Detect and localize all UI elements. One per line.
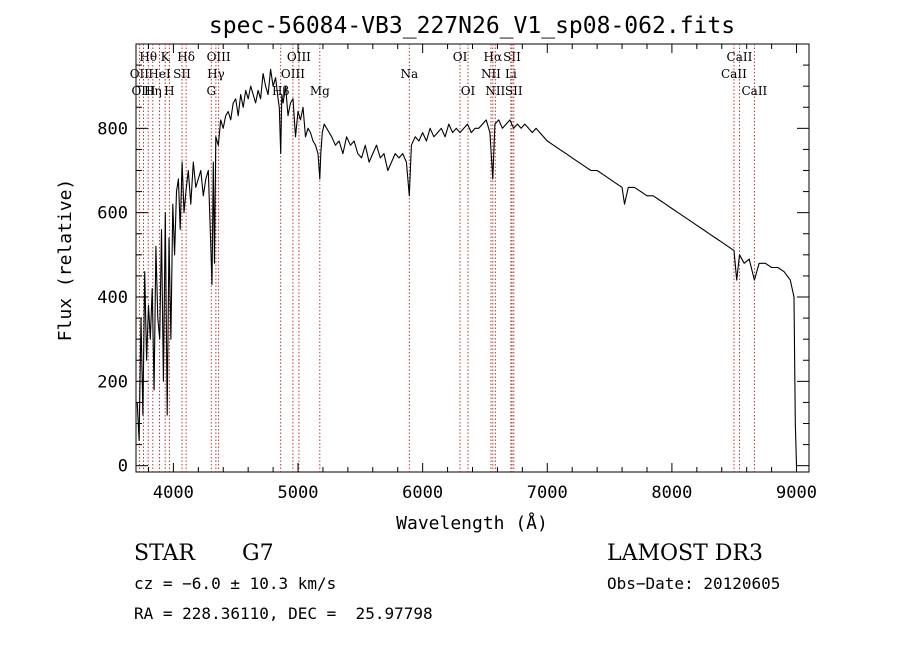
line-marker-label: Na [400, 67, 418, 81]
x-tick-label: 8000 [651, 483, 692, 503]
line-marker-label: Hα [484, 50, 503, 64]
axis-ticks: 4000 5000 6000 7000 8000 9000 0 200 400 600 800 [97, 44, 817, 503]
line-marker-label: HeI [148, 67, 171, 81]
sky-coordinates: RA = 228.36110, DEC = 25.97798 [134, 604, 433, 623]
line-marker-label: OIII [131, 84, 155, 98]
survey-name: LAMOST DR3 [607, 541, 763, 566]
line-marker-label: OIII [287, 50, 311, 64]
y-tick-label: 0 [118, 457, 128, 477]
line-marker-label: SII [505, 84, 523, 98]
line-marker-label: G [206, 84, 216, 98]
y-tick-label: 600 [97, 204, 128, 224]
line-marker-label: H [164, 84, 174, 98]
x-tick-label: 9000 [776, 483, 817, 503]
x-tick-label: 4000 [153, 483, 194, 503]
y-tick-label: 200 [97, 372, 128, 392]
line-marker-label: Hγ [207, 67, 225, 81]
line-marker-label: OI [453, 50, 468, 64]
y-tick-label: 400 [97, 288, 128, 308]
x-tick-label: 6000 [402, 483, 443, 503]
redshift-velocity: cz = −6.0 ± 10.3 km/s [134, 574, 336, 593]
line-marker-label: K [161, 50, 171, 64]
line-marker-label: OII [130, 67, 150, 81]
line-marker-label: CaII [727, 50, 753, 64]
y-axis-label: Flux (relative) [55, 179, 76, 342]
line-marker-label: CaII [741, 84, 767, 98]
line-marker-label: CaII [721, 67, 747, 81]
x-tick-label: 7000 [527, 483, 568, 503]
line-marker-label: Mg [310, 84, 330, 98]
x-axis-label: Wavelength (Å) [396, 512, 548, 534]
line-marker-label: SII [173, 67, 191, 81]
spectrum-series-line [136, 68, 798, 466]
chart-title: spec-56084-VB3_227N26_V1_sp08-062.fits [209, 13, 735, 39]
line-marker-label: NII [485, 84, 505, 98]
line-marker-label: OIII [207, 50, 231, 64]
object-class: STAR [134, 541, 196, 566]
line-marker-label: Hη [144, 84, 162, 98]
line-marker-label: Hδ [177, 50, 195, 64]
line-marker-label: OIII [281, 67, 305, 81]
line-marker-label: Li [505, 67, 517, 81]
line-marker-label: OI [461, 84, 476, 98]
y-tick-label: 800 [97, 119, 128, 139]
observation-date: Obs−Date: 20120605 [607, 574, 780, 593]
object-subclass: G7 [242, 541, 274, 566]
line-marker-label: Hθ [139, 50, 157, 64]
line-marker-label: NII [481, 67, 501, 81]
x-tick-label: 5000 [278, 483, 319, 503]
line-marker-label: SII [503, 50, 521, 64]
